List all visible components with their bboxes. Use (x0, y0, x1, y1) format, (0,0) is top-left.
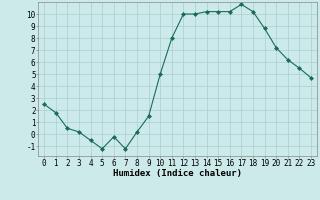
X-axis label: Humidex (Indice chaleur): Humidex (Indice chaleur) (113, 169, 242, 178)
